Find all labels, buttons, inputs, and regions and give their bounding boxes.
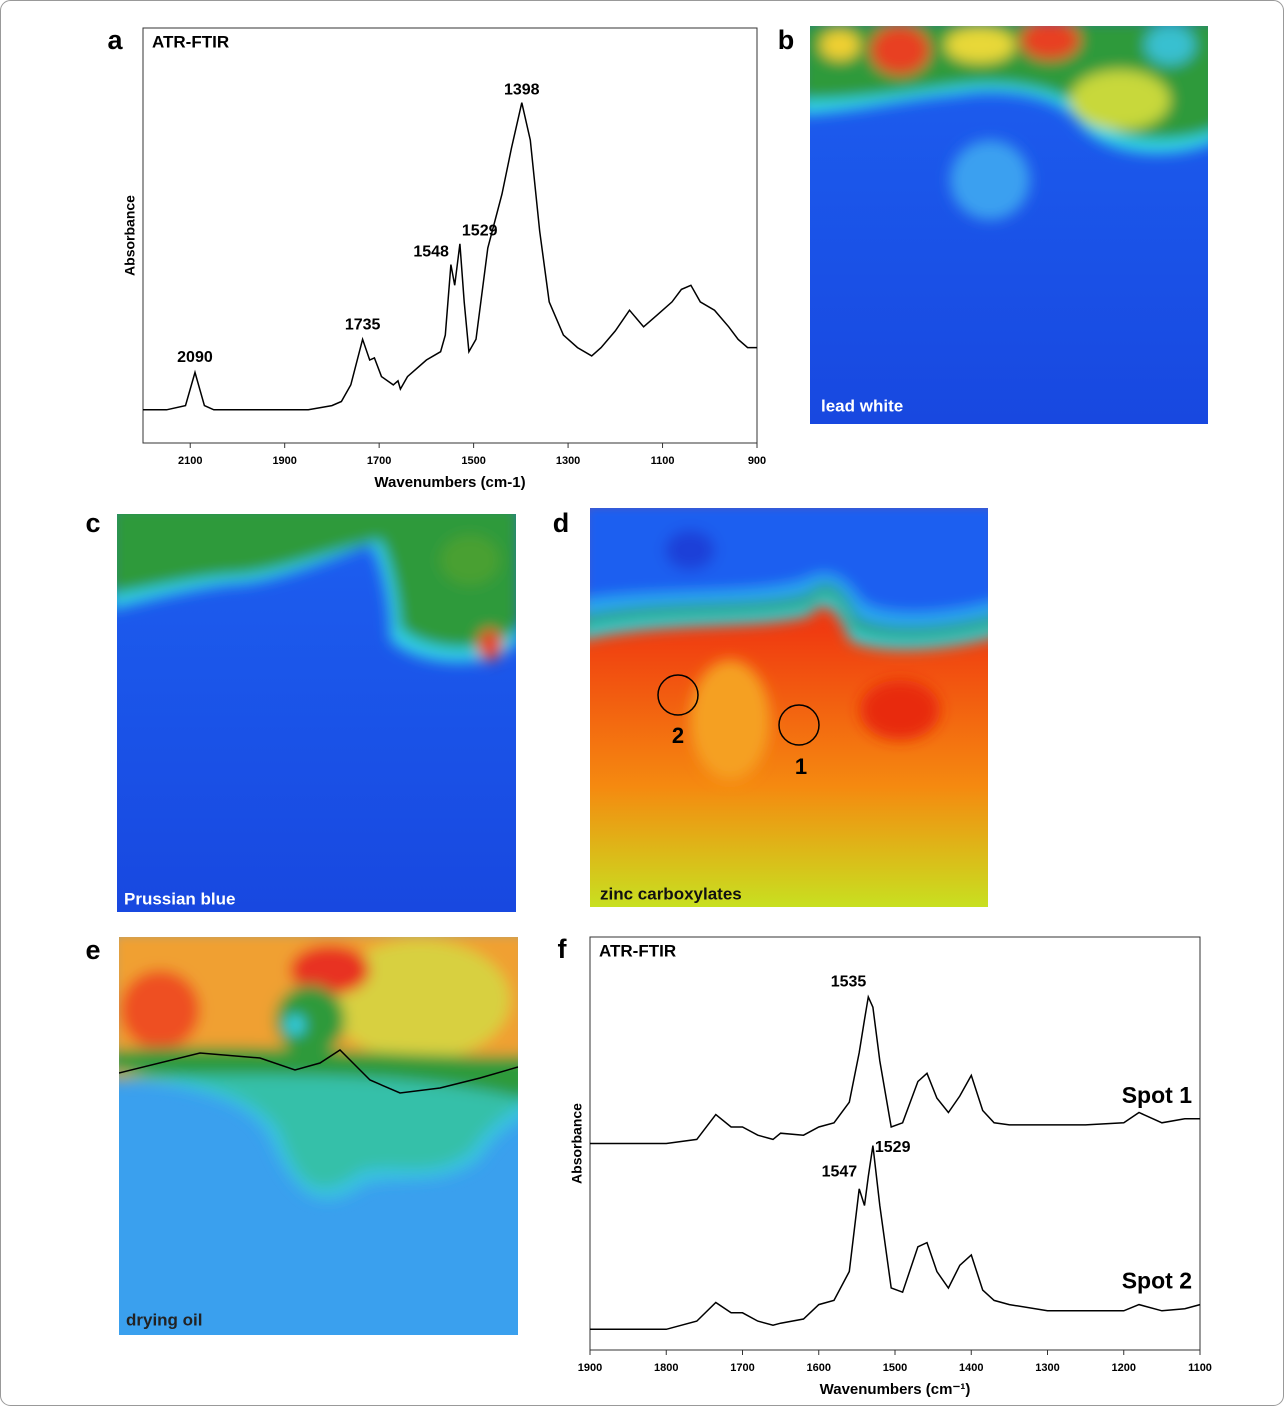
peak-label: 1548	[413, 243, 449, 260]
peak-label: 1535	[831, 974, 867, 991]
legend-label: Spot 1	[1122, 1082, 1192, 1108]
chart-title: ATR-FTIR	[599, 941, 676, 960]
y-axis-label: Absorbance	[122, 195, 138, 276]
x-tick-label: 1500	[461, 455, 485, 467]
peak-label: 1398	[504, 81, 540, 98]
legend-label: Spot 2	[1122, 1268, 1192, 1294]
map-d	[590, 508, 988, 907]
panel-letter: b	[778, 25, 795, 55]
spot-label: 1	[795, 754, 807, 779]
map-label: Prussian blue	[124, 889, 235, 908]
map-c	[117, 514, 516, 912]
x-axis-label: Wavenumbers (cm-1)	[374, 474, 525, 491]
x-tick-label: 1100	[651, 455, 675, 467]
x-tick-label: 1700	[367, 455, 391, 467]
peak-label: 1529	[462, 223, 498, 240]
y-axis-label: Absorbance	[569, 1103, 585, 1184]
panel-letter: d	[553, 508, 570, 538]
panel-letter: f	[558, 934, 568, 964]
map-b	[810, 26, 1208, 424]
x-axis-label: Wavenumbers (cm⁻¹)	[820, 1381, 971, 1398]
peak-label: 1735	[345, 316, 381, 333]
x-tick-label: 1900	[272, 455, 296, 467]
x-tick-label: 1800	[654, 1362, 678, 1374]
panel-letter: c	[85, 508, 100, 538]
x-tick-label: 1200	[1112, 1362, 1136, 1374]
panel-letter: a	[107, 25, 123, 55]
map-label: zinc carboxylates	[600, 884, 742, 903]
x-tick-label: 1100	[1188, 1362, 1212, 1374]
x-tick-label: 1500	[883, 1362, 907, 1374]
x-tick-label: 2100	[178, 455, 202, 467]
peak-label: 2090	[177, 349, 213, 366]
x-tick-label: 1700	[730, 1362, 754, 1374]
chart-title: ATR-FTIR	[152, 32, 229, 51]
map-label: drying oil	[126, 1310, 203, 1329]
x-tick-label: 900	[748, 455, 766, 467]
x-tick-label: 1400	[959, 1362, 983, 1374]
x-tick-label: 1900	[578, 1362, 602, 1374]
map-e	[119, 937, 518, 1335]
spectrum-line	[590, 1145, 1201, 1331]
peak-label: 1529	[875, 1139, 911, 1156]
spectrum-line	[590, 994, 1200, 1145]
x-tick-label: 1600	[807, 1362, 831, 1374]
map-label: lead white	[821, 396, 903, 415]
x-tick-label: 1300	[1035, 1362, 1059, 1374]
peak-label: 1547	[822, 1164, 858, 1181]
plot-frame	[142, 27, 758, 444]
x-tick-label: 1300	[556, 455, 580, 467]
spectrum-line	[143, 102, 757, 411]
spot-label: 2	[672, 723, 684, 748]
panel-letter: e	[85, 935, 100, 965]
